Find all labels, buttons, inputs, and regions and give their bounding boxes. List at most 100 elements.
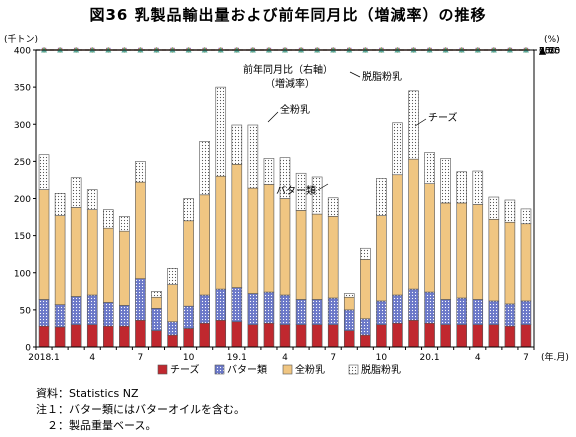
x-tick-label: 2018.1 [28,353,60,363]
bar-segment [70,207,82,297]
bar-segment [86,209,98,296]
bar-segment [504,221,516,305]
bar-segment [86,324,98,348]
left-axis-unit: (千トン) [4,34,38,45]
bar-segment [488,196,500,220]
annotation-whole-milk: 全粉乳 [280,103,310,116]
bar-segment [311,299,323,326]
bar-segment [392,174,403,296]
bar-segment [520,208,532,225]
x-tick-label: 7 [138,353,144,363]
annotation-yoy: 前年同月比（右軸） [243,63,333,76]
bar-segment [231,321,243,348]
bar-segment [215,86,227,177]
x-axis-unit: (年.月) [541,351,569,363]
bar-segment [504,325,516,348]
annotation-rate: （増減率） [265,77,315,90]
legend-swatch [157,364,168,375]
bar-segment [327,197,339,217]
bar-segment [151,330,162,348]
notes: 資料：Statistics NZ 注１：バター類にはバターオイルを含む。 ２：製… [36,386,245,434]
bar-segment [343,309,355,331]
bar-segment [263,322,275,348]
bar-segment [86,189,98,210]
annotation-cheese: チーズ [428,111,458,124]
bar-segment [215,175,227,290]
bar-segment [199,141,210,196]
left-tick-label: 100 [14,269,31,279]
bar-segment [263,158,275,185]
bar-segment [231,287,243,323]
bar-segment [360,318,371,336]
note-source: 資料：Statistics NZ [36,387,139,400]
bar-segment [295,172,307,211]
bar-segment [279,157,291,199]
legend-label: 脱脂粉乳 [361,363,401,376]
bar-segment [263,291,275,324]
note-1: 注１：バター類にはバターオイルを含む。 [36,403,245,416]
annotation-butter: バター類 [276,185,316,197]
bar-segment [520,300,532,326]
bar-segment [119,325,130,348]
bar-segment [327,216,339,299]
chart-title: 図36 乳製品輸出量および前年同月比（増減率）の推移 [89,6,487,24]
bar-segment [295,210,307,300]
left-tick-label: 200 [14,195,31,205]
bar-segment [183,198,194,222]
bar-segment [520,324,532,348]
left-tick-label: 400 [14,47,31,57]
bar-segment [472,204,484,300]
annotation-leader [267,111,279,123]
bar-segment [38,154,50,190]
bar-segment [247,293,259,326]
left-tick-label: 0 [25,344,31,354]
left-tick-label: 50 [20,306,32,316]
bar-segment [119,230,130,306]
bar-segment [424,322,435,348]
bar-segment [70,324,82,348]
bar-segment [86,294,98,326]
bar-segment [456,171,467,204]
bar-segment [103,209,114,229]
bar-segment [119,305,130,327]
bar-segment [38,189,50,300]
bar-segment [247,324,259,348]
bar-segment [54,193,66,216]
bar-segment [103,227,114,303]
bar-segment [343,330,355,348]
x-tick-label: 4 [475,353,481,363]
bar-segment [376,300,387,326]
left-tick-label: 300 [14,121,31,131]
bar-segment [103,302,114,327]
annotation-leader [349,71,361,78]
annotation-leader [414,118,427,127]
bar-segment [295,299,307,326]
bar-segment [440,158,451,204]
right-tick-label: ▲ 75 [539,47,560,57]
bar-segment [440,324,451,348]
bar-segment [456,202,467,299]
bar-segment [408,158,419,290]
bar-segment [424,152,435,184]
x-tick-label: 4 [89,353,95,363]
bar-segment [215,288,227,321]
bar-segment [199,322,210,348]
annotation-skim-milk: 脱脂粉乳 [362,70,402,83]
legend-swatch [348,364,359,375]
bar-segment [456,324,467,348]
bar-segment [343,293,355,298]
legend-label: チーズ [170,363,200,376]
bar-segment [504,199,516,223]
right-tick-label: 75 [539,47,550,57]
right-tick-label: 0 [539,47,545,57]
bar-segment [167,267,178,285]
x-tick-label: 10 [183,353,195,363]
bar-segment [279,294,291,326]
bar-segment [327,297,339,326]
bar-segment [183,328,194,348]
bar-segment [54,326,66,348]
bar-segment [440,202,451,300]
x-tick-label: 10 [376,353,388,363]
bar-segment [472,324,484,348]
bar-segment [247,124,259,189]
